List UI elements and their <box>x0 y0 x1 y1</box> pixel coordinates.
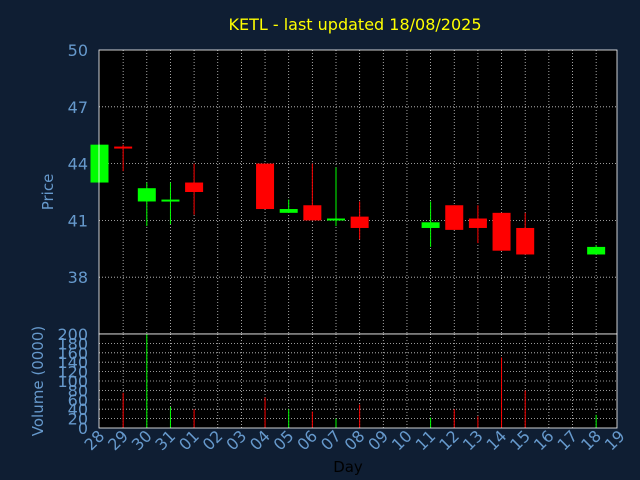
volume-tick-label: 0 <box>78 419 88 438</box>
candle-body <box>587 246 606 255</box>
price-tick-label: 47 <box>68 98 88 117</box>
candle-body <box>421 222 440 228</box>
volume-tick-label: 180 <box>57 334 88 353</box>
volume-tick-label: 40 <box>68 400 88 419</box>
x-axis: 2829303101020304050607080910111213141516… <box>80 426 628 454</box>
volume-tick-label: 20 <box>68 410 88 429</box>
candle-body <box>516 227 535 255</box>
candle-body <box>90 144 109 183</box>
candle-body <box>279 209 298 213</box>
candle-body <box>492 212 511 251</box>
volume-tick-label: 100 <box>57 372 88 391</box>
price-plot-area <box>99 50 617 334</box>
volume-tick-label: 160 <box>57 344 88 363</box>
volume-plot-border <box>98 333 618 429</box>
volume-tick-label: 200 <box>57 325 88 344</box>
price-tick-label: 38 <box>68 268 88 287</box>
price-tick-label: 44 <box>68 155 88 174</box>
candle-body <box>185 182 204 192</box>
candle-body <box>468 218 487 228</box>
volume-axis-label: Volume (0000) <box>29 326 47 436</box>
candle-body <box>303 205 322 221</box>
volume-tick-label: 120 <box>57 363 88 382</box>
candle-body <box>161 199 180 202</box>
price-tick-label: 41 <box>68 211 88 230</box>
candle-body <box>445 205 464 230</box>
volume-tick-label: 80 <box>68 381 88 400</box>
chart-title: KETL - last updated 18/08/2025 <box>228 15 481 34</box>
candle-body <box>256 163 275 210</box>
volume-tick-label: 140 <box>57 353 88 372</box>
x-axis-label: Day <box>333 458 363 476</box>
price-panel: 38 41 44 47 50 <box>68 41 618 335</box>
price-axis-label: Price <box>39 174 57 211</box>
candle-body <box>327 218 345 221</box>
volume-tick-label: 60 <box>68 391 88 410</box>
candle-body <box>114 146 133 149</box>
price-tick-label: 50 <box>68 41 88 60</box>
candle-body <box>350 216 369 228</box>
candle-body <box>137 188 156 202</box>
